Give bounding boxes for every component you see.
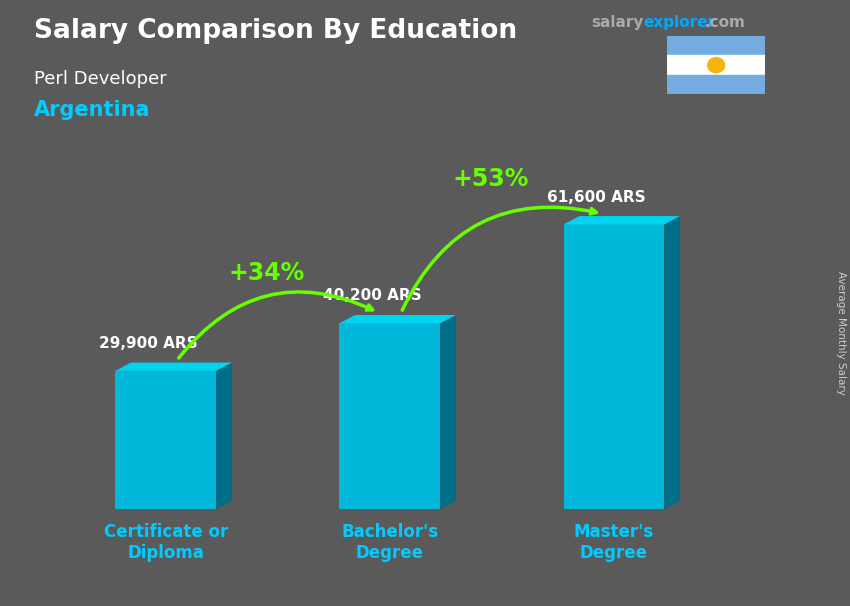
Bar bbox=[667, 75, 765, 94]
Text: salary: salary bbox=[591, 15, 643, 30]
Bar bbox=[667, 55, 765, 75]
Text: +53%: +53% bbox=[452, 167, 529, 191]
Polygon shape bbox=[339, 323, 440, 509]
Polygon shape bbox=[564, 224, 665, 509]
Text: .com: .com bbox=[705, 15, 745, 30]
Polygon shape bbox=[116, 362, 232, 371]
Text: Argentina: Argentina bbox=[34, 100, 150, 120]
Circle shape bbox=[708, 58, 724, 73]
Text: +34%: +34% bbox=[229, 261, 304, 285]
Text: explorer: explorer bbox=[643, 15, 716, 30]
Text: 29,900 ARS: 29,900 ARS bbox=[99, 336, 197, 351]
Polygon shape bbox=[116, 371, 216, 509]
Text: 61,600 ARS: 61,600 ARS bbox=[547, 190, 645, 205]
Bar bbox=[667, 36, 765, 56]
Text: Perl Developer: Perl Developer bbox=[34, 70, 167, 88]
Polygon shape bbox=[216, 362, 232, 509]
Polygon shape bbox=[440, 315, 456, 509]
Polygon shape bbox=[665, 216, 680, 509]
Polygon shape bbox=[564, 216, 680, 224]
Text: Salary Comparison By Education: Salary Comparison By Education bbox=[34, 18, 517, 44]
Text: Average Monthly Salary: Average Monthly Salary bbox=[836, 271, 846, 395]
FancyBboxPatch shape bbox=[0, 0, 850, 133]
Text: 40,200 ARS: 40,200 ARS bbox=[323, 288, 422, 304]
Polygon shape bbox=[339, 315, 456, 323]
